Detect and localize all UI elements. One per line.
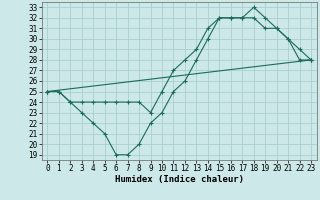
X-axis label: Humidex (Indice chaleur): Humidex (Indice chaleur)	[115, 175, 244, 184]
